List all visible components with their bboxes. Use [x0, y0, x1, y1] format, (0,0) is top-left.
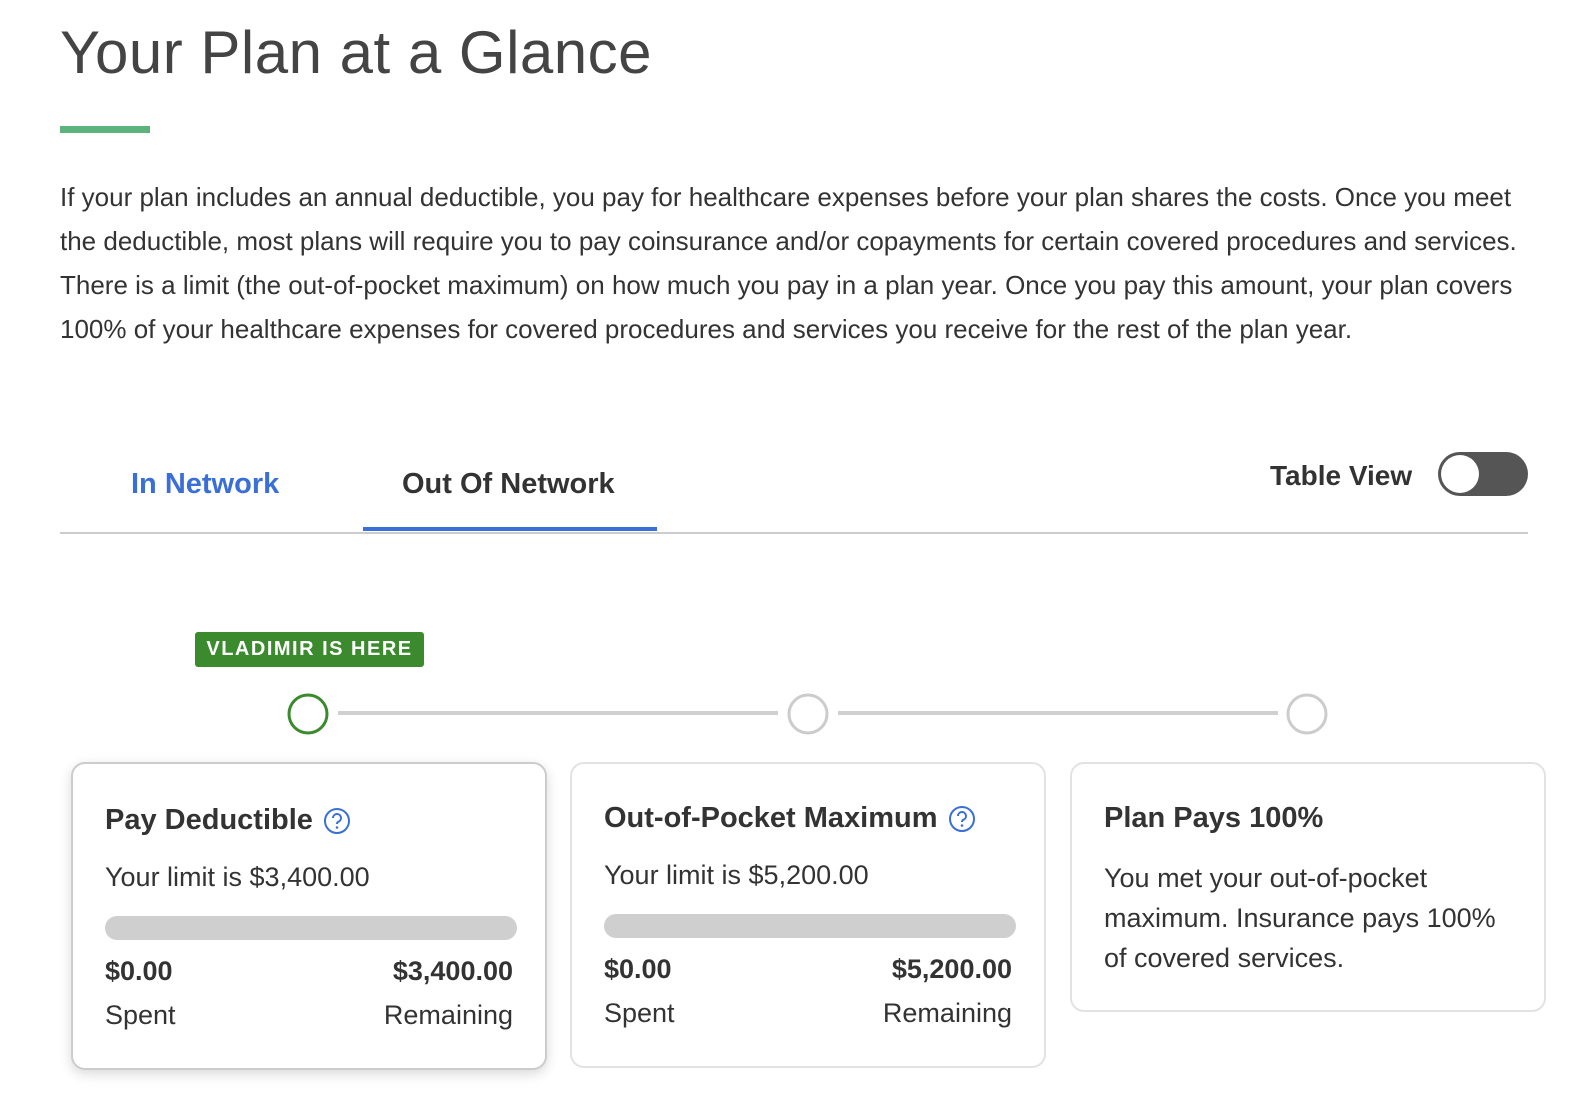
tab[interactable]: In Network	[131, 468, 280, 500]
card-limit: Your limit is $5,200.00	[604, 860, 869, 890]
toggle-knob	[1441, 455, 1479, 493]
card: Pay Deductible Your limit is $3,400.00 $…	[71, 762, 547, 1070]
remaining-amount: $3,400.00	[392, 956, 513, 986]
card: Plan Pays 100% You met your out-of-pocke…	[1070, 762, 1546, 1012]
remaining-label: Remaining	[882, 998, 1012, 1028]
step-marker	[1286, 693, 1328, 735]
spent-amount: $0.00	[604, 954, 672, 984]
card-title: Out-of-Pocket Maximum	[604, 802, 938, 834]
card-title: Plan Pays 100%	[1104, 802, 1324, 834]
card-title: Pay Deductible	[105, 804, 313, 836]
card-limit: Your limit is $3,400.00	[105, 862, 370, 892]
toggle[interactable]	[1438, 452, 1528, 496]
help-icon[interactable]	[948, 805, 976, 833]
divider	[60, 532, 1528, 534]
help-icon[interactable]	[323, 807, 351, 835]
spent-amount: $0.00	[105, 956, 173, 986]
tab[interactable]: Out Of Network	[402, 468, 615, 500]
remaining-label: Remaining	[383, 1000, 513, 1030]
title-accent	[60, 126, 150, 133]
step-marker	[287, 693, 329, 735]
spent-label: Spent	[105, 1000, 176, 1030]
description: If your plan includes an annual deductib…	[60, 182, 1517, 344]
step-marker	[787, 693, 829, 735]
remaining-amount: $5,200.00	[891, 954, 1012, 984]
card: Out-of-Pocket Maximum Your limit is $5,2…	[570, 762, 1046, 1068]
card-title-row: Out-of-Pocket Maximum	[604, 802, 976, 835]
tab-indicator	[363, 527, 657, 531]
card-text: You met your out-of-pocket maximum. Insu…	[1104, 863, 1496, 973]
spent-label: Spent	[604, 998, 675, 1028]
page-title: Your Plan at a Glance	[60, 19, 653, 86]
status-badge: VLADIMIR IS HERE	[195, 632, 424, 667]
card-title-row: Pay Deductible	[105, 804, 351, 837]
progress-bar	[604, 914, 1016, 938]
progress-bar	[105, 916, 517, 940]
progress-steps	[287, 693, 1328, 735]
toggle-label: Table View	[1270, 460, 1413, 491]
